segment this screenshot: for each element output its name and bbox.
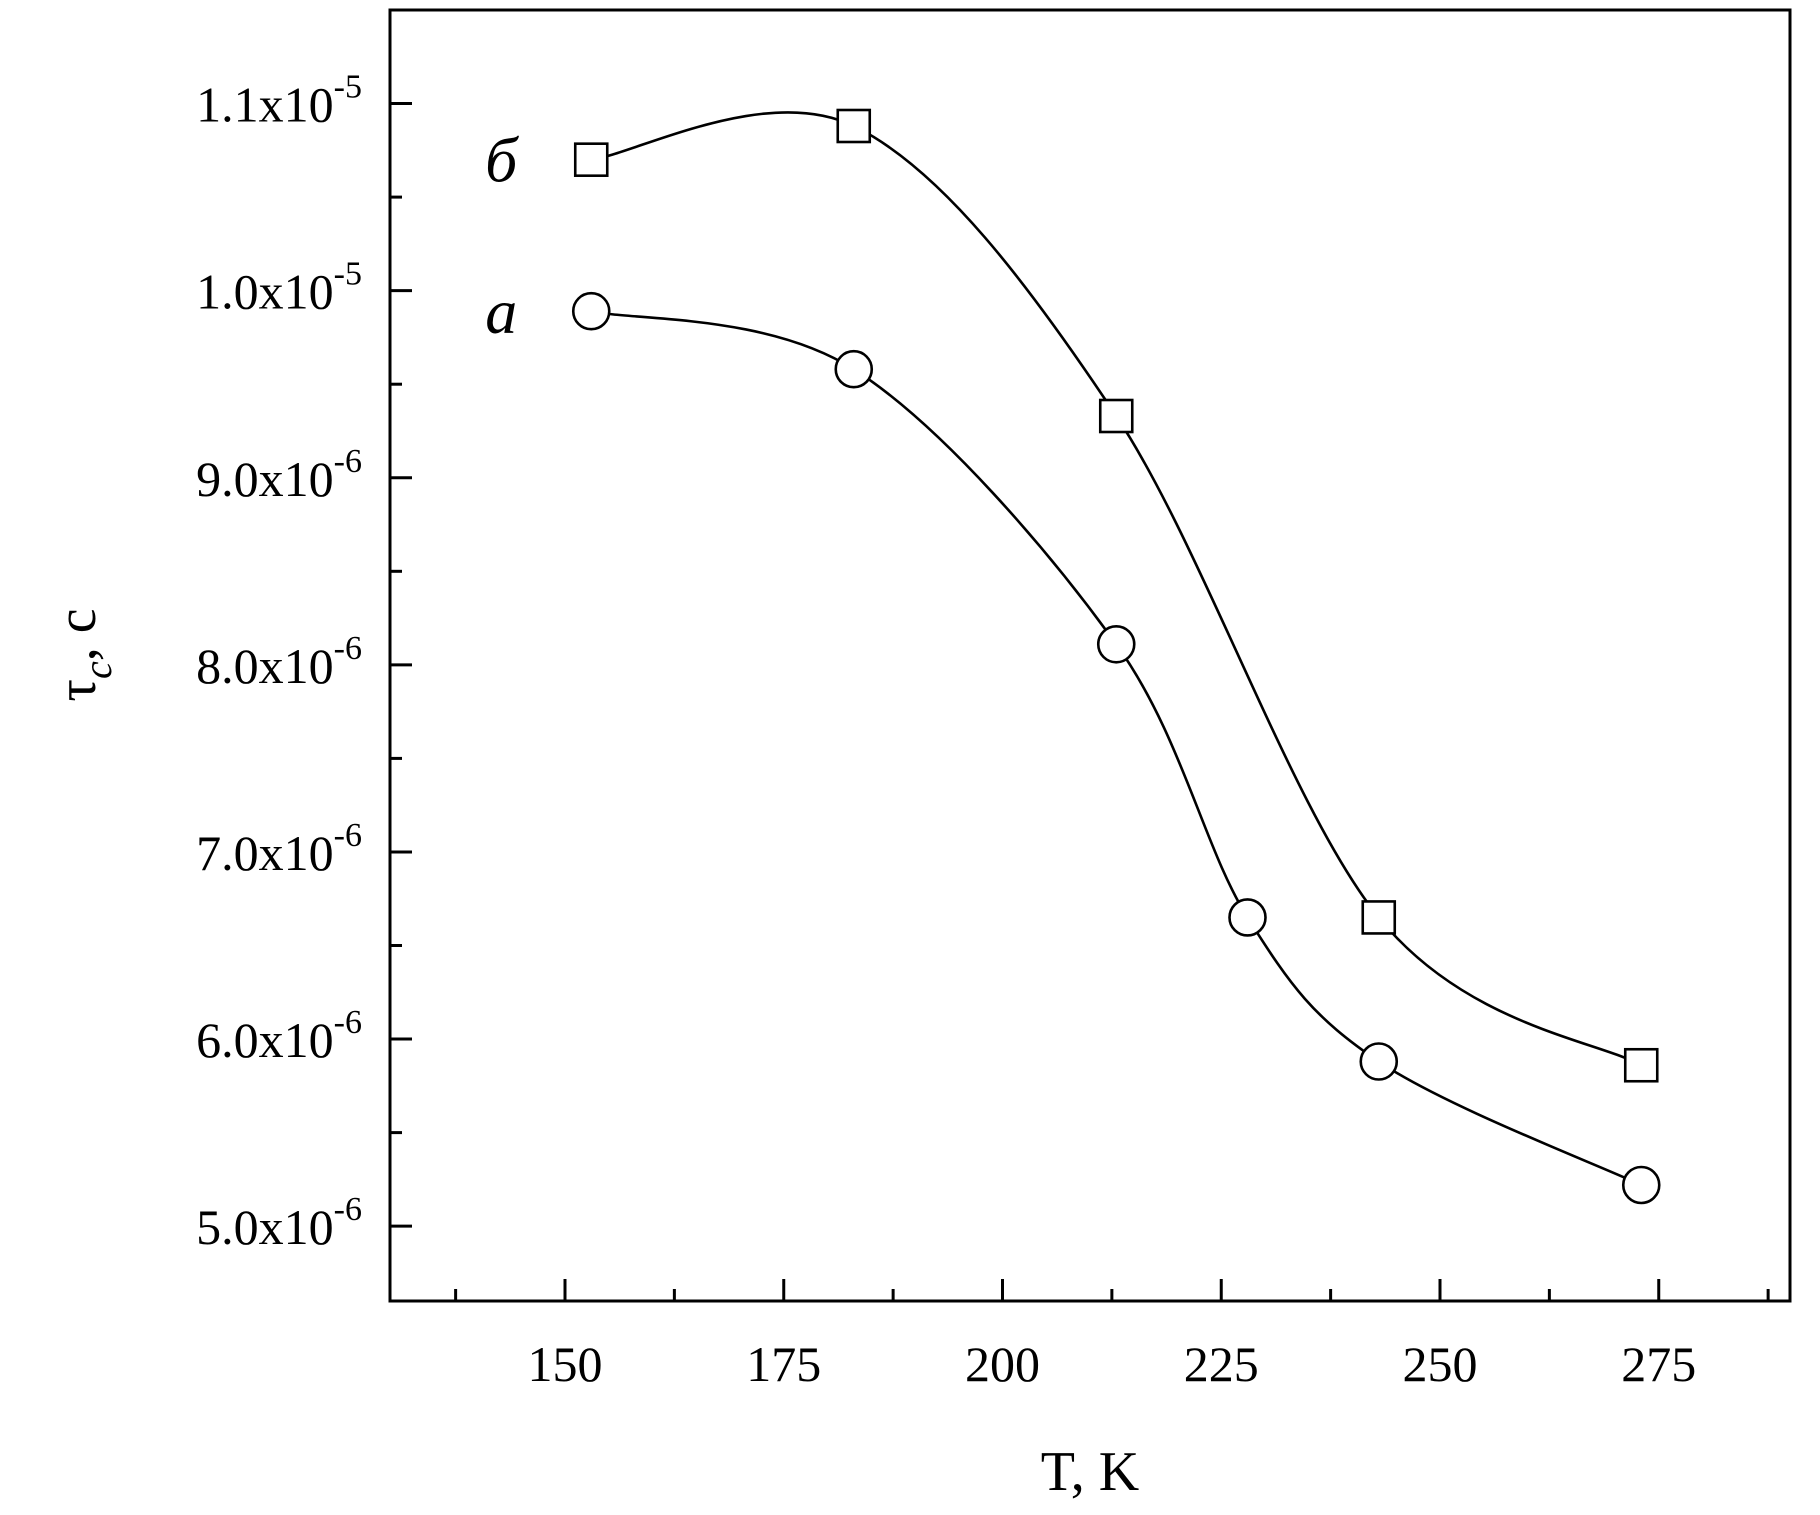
series-line bbox=[591, 111, 1642, 1067]
y-tick-label: 5.0x10-6 bbox=[196, 1191, 362, 1255]
x-tick-label: 150 bbox=[528, 1336, 603, 1392]
x-axis: 150 175 200 225 250 275 bbox=[454, 1279, 1770, 1392]
data-point-square bbox=[1623, 1047, 1659, 1083]
x-tick-label: 250 bbox=[1403, 1336, 1478, 1392]
y-tick-label: 1.1x10-5 bbox=[196, 69, 362, 133]
data-point-square bbox=[836, 108, 872, 144]
svg-text:τc, с: τc, с bbox=[46, 608, 120, 701]
data-point-square bbox=[573, 142, 609, 177]
data-point-circle bbox=[571, 291, 611, 331]
y-tick-label: 9.0x10-6 bbox=[196, 443, 362, 507]
data-point-circle bbox=[1621, 1165, 1661, 1205]
y-tick-label: 8.0x10-6 bbox=[196, 630, 362, 694]
y-axis-title: τc, с bbox=[46, 608, 120, 701]
series-b: б bbox=[485, 108, 1659, 1083]
x-tick-label: 200 bbox=[965, 1336, 1040, 1392]
data-point-circle bbox=[834, 349, 874, 389]
data-point-square bbox=[1361, 900, 1397, 935]
y-tick-label: 6.0x10-6 bbox=[196, 1004, 362, 1068]
data-point-square bbox=[1098, 398, 1134, 434]
plot-frame bbox=[388, 8, 1792, 1303]
series-label: a bbox=[485, 276, 517, 347]
y-axis: 5.0x10-6 6.0x10-6 7.0x10-6 8.0x10-6 9.0x10-6… bbox=[196, 8, 412, 1255]
series-layer: aб bbox=[485, 108, 1661, 1205]
x-tick-label: 225 bbox=[1184, 1336, 1259, 1392]
y-tick-label: 7.0x10-6 bbox=[196, 817, 362, 881]
data-point-circle bbox=[1359, 1042, 1399, 1081]
series-label: б bbox=[485, 125, 519, 196]
data-point-circle bbox=[1228, 898, 1267, 937]
data-point-circle bbox=[1096, 624, 1136, 664]
series-line bbox=[590, 309, 1642, 1187]
y-tick-label: 1.0x10-5 bbox=[196, 256, 362, 320]
x-tick-label: 175 bbox=[746, 1336, 821, 1392]
x-axis-title: T, K bbox=[1041, 1441, 1140, 1503]
x-tick-label: 275 bbox=[1621, 1336, 1696, 1392]
series-a: a bbox=[485, 276, 1661, 1205]
